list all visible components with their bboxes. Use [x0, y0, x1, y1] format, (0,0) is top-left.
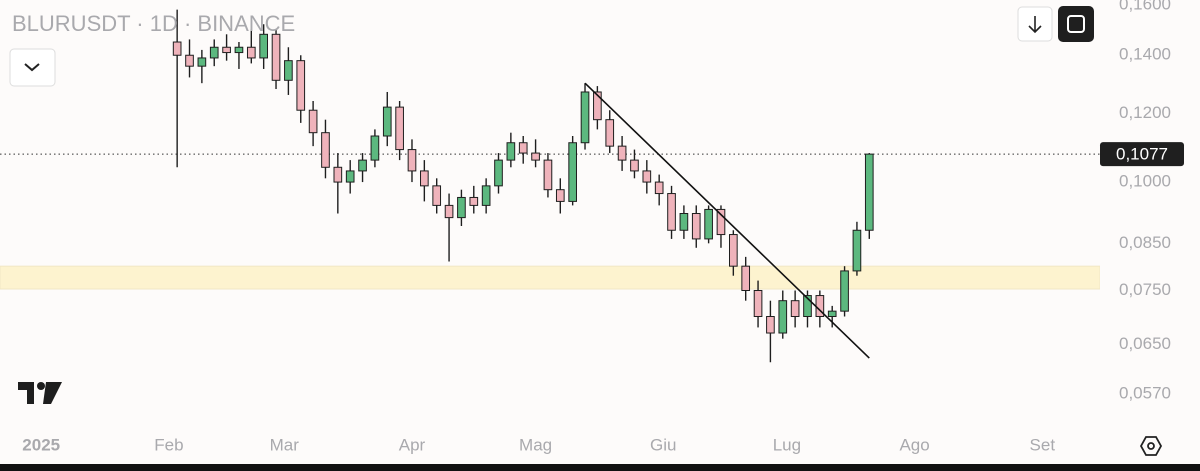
candle-body — [506, 142, 516, 161]
x-tick-label: 2025 — [22, 435, 60, 454]
y-tick-label: 0,1000 — [1119, 172, 1171, 191]
settings-button[interactable] — [1139, 436, 1163, 456]
candle-body — [209, 46, 219, 59]
candle-body — [420, 170, 429, 187]
candle-body — [444, 204, 454, 219]
candle-body — [778, 300, 788, 334]
candle-body — [321, 132, 330, 168]
y-tick-label: 0,0570 — [1119, 383, 1171, 402]
x-tick-label: Giu — [650, 435, 676, 454]
x-tick-label: Ago — [899, 435, 929, 454]
candle-body — [617, 145, 627, 161]
candle-body — [766, 316, 775, 334]
candle-body — [333, 166, 343, 183]
candle-body — [296, 60, 306, 111]
y-tick-label: 0,0850 — [1119, 233, 1171, 252]
candle-body — [432, 185, 442, 206]
x-tick-label: Apr — [399, 435, 426, 454]
candle-body — [642, 170, 652, 183]
x-tick-label: Set — [1030, 435, 1056, 454]
candle-body — [481, 185, 491, 206]
candle-body — [691, 212, 701, 240]
candle-body — [345, 170, 355, 183]
candle-body — [840, 270, 849, 312]
candle-body — [382, 106, 392, 137]
tradingview-logo — [18, 382, 62, 404]
candle-body — [358, 159, 367, 172]
candle-body — [803, 295, 812, 318]
candle-body — [469, 196, 479, 206]
candle-body — [716, 208, 726, 236]
y-tick-label: 0,0650 — [1119, 334, 1171, 353]
last-price-box — [1100, 142, 1184, 167]
candle-body — [729, 234, 738, 267]
candle-body — [172, 41, 182, 56]
candle-body — [753, 290, 763, 318]
scroll-latest-button[interactable] — [1017, 6, 1053, 42]
chart-title: BLURUSDT · 1D · BINANCE — [12, 11, 295, 36]
candle-body — [667, 193, 676, 231]
candle-body — [259, 33, 269, 59]
x-tick-label: Mag — [519, 435, 552, 454]
y-tick-label: 0,0750 — [1119, 280, 1171, 299]
candle-body — [555, 189, 565, 202]
candle-body — [741, 265, 751, 292]
y-tick-label: 0,1200 — [1119, 103, 1171, 122]
candle-body — [568, 142, 577, 202]
candle-body — [246, 46, 256, 59]
candle-body — [580, 91, 590, 144]
candle-body — [827, 310, 837, 318]
dropdown-button[interactable] — [9, 48, 56, 87]
candle-body — [518, 142, 528, 154]
candle-body — [679, 212, 689, 231]
bottom-bar — [0, 464, 1200, 471]
candle-body — [531, 152, 540, 161]
candle-body — [284, 60, 293, 81]
candle-body — [543, 159, 553, 191]
candle-body — [852, 229, 862, 272]
x-tick-label: Lug — [773, 435, 801, 454]
y-tick-label: 0,1600 — [1119, 0, 1171, 13]
fullscreen-button[interactable] — [1058, 6, 1094, 42]
candle-body — [222, 46, 231, 54]
candle-body — [197, 57, 207, 67]
candle-body — [654, 181, 664, 195]
candle-body — [457, 196, 466, 219]
candle-body — [704, 208, 713, 240]
candle-body — [234, 46, 244, 54]
candle-body — [395, 106, 404, 151]
candle-body — [593, 91, 602, 121]
candle-body — [271, 33, 281, 81]
support-zone — [0, 265, 1100, 290]
y-tick-label: 0,1400 — [1119, 45, 1171, 64]
candle-body — [370, 135, 380, 161]
trendline — [584, 82, 870, 359]
candle-body — [864, 153, 874, 231]
candle-body — [790, 300, 800, 318]
plot-area — [0, 9, 1100, 363]
x-tick-label: Mar — [270, 435, 300, 454]
candle-body — [605, 119, 615, 147]
candle-body — [407, 149, 417, 172]
x-tick-label: Feb — [154, 435, 183, 454]
candle-body — [630, 159, 639, 172]
last-price-label: 0,1077 — [1116, 145, 1168, 164]
candle-body — [185, 54, 194, 67]
candle-body — [494, 159, 503, 187]
candle-body — [308, 109, 318, 134]
